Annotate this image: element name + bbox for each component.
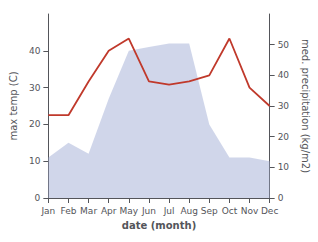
svg-text:med. precipitation (kg/m2): med. precipitation (kg/m2) bbox=[300, 39, 311, 173]
svg-text:max temp (C): max temp (C) bbox=[8, 71, 19, 140]
svg-text:0: 0 bbox=[278, 193, 284, 203]
svg-text:Jun: Jun bbox=[141, 206, 156, 216]
svg-text:Oct: Oct bbox=[222, 206, 238, 216]
svg-text:0: 0 bbox=[35, 193, 41, 203]
svg-text:40: 40 bbox=[29, 46, 41, 56]
svg-text:Nov: Nov bbox=[241, 206, 259, 216]
svg-text:Sep: Sep bbox=[201, 206, 218, 216]
svg-text:Apr: Apr bbox=[101, 206, 117, 216]
svg-text:May: May bbox=[120, 206, 139, 216]
svg-text:30: 30 bbox=[29, 83, 41, 93]
svg-text:Jul: Jul bbox=[163, 206, 175, 216]
svg-text:Aug: Aug bbox=[180, 206, 198, 216]
svg-text:20: 20 bbox=[29, 119, 41, 129]
svg-text:30: 30 bbox=[278, 101, 290, 111]
svg-text:20: 20 bbox=[278, 132, 290, 142]
svg-text:Dec: Dec bbox=[261, 206, 278, 216]
svg-text:10: 10 bbox=[278, 162, 290, 172]
svg-text:10: 10 bbox=[29, 156, 41, 166]
svg-text:Mar: Mar bbox=[80, 206, 97, 216]
svg-text:40: 40 bbox=[278, 70, 290, 80]
svg-text:date (month): date (month) bbox=[122, 220, 196, 231]
svg-text:Jan: Jan bbox=[40, 206, 55, 216]
svg-text:50: 50 bbox=[278, 40, 290, 50]
svg-text:Feb: Feb bbox=[61, 206, 77, 216]
